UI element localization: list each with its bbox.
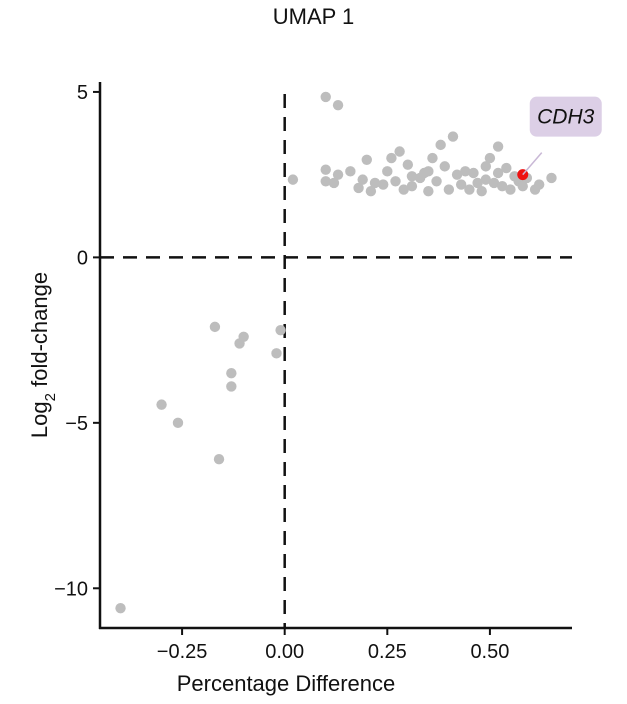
data-point bbox=[386, 152, 397, 164]
axis-labels: Percentage Difference Log2 fold-change bbox=[27, 272, 395, 696]
x-tick-label: −0.25 bbox=[157, 641, 208, 663]
data-point bbox=[156, 399, 167, 410]
data-point bbox=[497, 181, 508, 192]
data-point bbox=[287, 174, 299, 185]
data-point bbox=[406, 171, 418, 182]
x-tick-label: 0.50 bbox=[470, 641, 509, 663]
data-point bbox=[505, 184, 516, 195]
data-point bbox=[402, 159, 414, 170]
y-tick-label: 0 bbox=[77, 247, 88, 269]
y-tick-label: −5 bbox=[65, 413, 88, 435]
data-point bbox=[468, 167, 479, 179]
data-point bbox=[226, 381, 237, 392]
data-point bbox=[213, 454, 225, 465]
data-point bbox=[460, 166, 471, 177]
data-point bbox=[382, 166, 393, 177]
data-point bbox=[394, 146, 405, 157]
data-point bbox=[332, 169, 344, 180]
data-point bbox=[423, 186, 434, 197]
data-point bbox=[209, 321, 221, 333]
data-point bbox=[332, 99, 344, 111]
data-point bbox=[435, 139, 446, 151]
data-point bbox=[476, 186, 487, 197]
data-point bbox=[546, 172, 557, 184]
data-point bbox=[328, 177, 340, 189]
data-point bbox=[488, 177, 500, 189]
data-point bbox=[320, 91, 331, 103]
data-point bbox=[361, 154, 372, 165]
highlight-label: CDH3 bbox=[537, 106, 594, 129]
data-point bbox=[172, 417, 184, 429]
data-point bbox=[234, 338, 245, 349]
data-point bbox=[115, 602, 126, 614]
data-point bbox=[439, 161, 450, 172]
data-point bbox=[378, 179, 389, 190]
data-point bbox=[423, 166, 434, 177]
data-point bbox=[492, 167, 504, 179]
y-tick-label: −10 bbox=[54, 578, 88, 600]
data-point bbox=[398, 184, 409, 195]
data-point bbox=[484, 152, 496, 164]
data-point bbox=[369, 177, 381, 189]
data-point bbox=[226, 368, 237, 379]
data-point bbox=[480, 174, 492, 185]
chart-title: UMAP 1 bbox=[272, 4, 355, 29]
data-point bbox=[517, 181, 528, 192]
data-point bbox=[451, 169, 463, 180]
highlight-callout: CDH3 bbox=[522, 96, 602, 176]
data-point bbox=[472, 177, 483, 189]
x-tick-label: 0.00 bbox=[265, 641, 304, 663]
callout-leader bbox=[522, 152, 543, 176]
data-point bbox=[357, 174, 368, 185]
data-point bbox=[501, 162, 512, 174]
data-point bbox=[443, 184, 455, 195]
data-point bbox=[353, 182, 364, 194]
reference-lines bbox=[100, 94, 572, 628]
data-points bbox=[115, 91, 557, 614]
data-point bbox=[320, 164, 331, 175]
data-point bbox=[492, 141, 504, 152]
data-point bbox=[320, 176, 331, 187]
data-point bbox=[427, 152, 438, 164]
data-point bbox=[390, 176, 401, 187]
y-axis-title: Log2 fold-change bbox=[27, 272, 59, 438]
data-point bbox=[345, 166, 356, 177]
data-point bbox=[271, 348, 282, 359]
data-point bbox=[406, 181, 418, 192]
data-point bbox=[365, 186, 377, 197]
data-point bbox=[480, 161, 492, 172]
callout-box bbox=[529, 96, 602, 137]
data-point bbox=[455, 179, 467, 190]
data-point bbox=[533, 179, 545, 190]
data-point bbox=[447, 131, 459, 142]
y-tick-label: 5 bbox=[77, 82, 88, 104]
axes: −0.25 0.00 0.25 0.50 5 0 −5 −10 bbox=[54, 82, 572, 663]
data-point bbox=[464, 184, 475, 195]
data-point bbox=[275, 324, 286, 336]
data-point bbox=[431, 176, 442, 187]
x-tick-label: 0.25 bbox=[368, 641, 407, 663]
x-axis-title: Percentage Difference bbox=[177, 671, 396, 696]
